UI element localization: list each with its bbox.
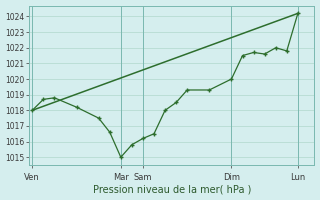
X-axis label: Pression niveau de la mer( hPa ): Pression niveau de la mer( hPa ): [92, 184, 251, 194]
